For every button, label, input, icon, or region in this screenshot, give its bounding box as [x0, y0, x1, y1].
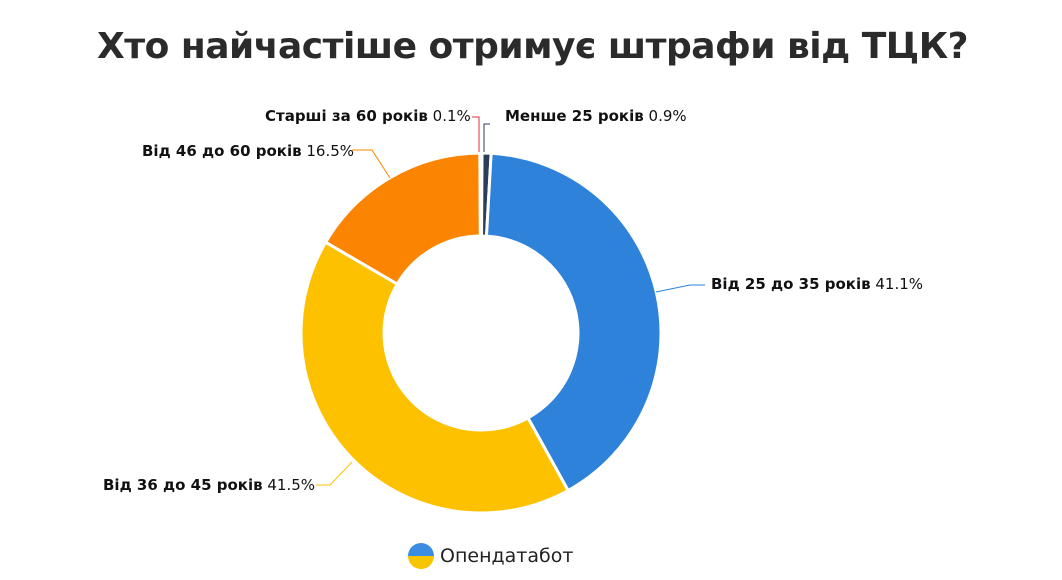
donut-slice-2: [299, 240, 570, 515]
label-36-45: Від 36 до 45 років 41.5%: [103, 476, 316, 494]
brand-name: Опендатабот: [440, 545, 574, 567]
label-25-35: Від 25 до 35 років 41.1%: [711, 275, 924, 293]
donut-slice-4: [478, 151, 484, 238]
brand-logo: Опендатабот: [408, 543, 573, 569]
logo-icon: [408, 543, 434, 569]
leader-line-under25: [483, 123, 490, 152]
leader-line-46-60: [352, 149, 391, 179]
donut-slice-1: [484, 151, 663, 493]
leader-line-over60: [472, 116, 480, 152]
label-over60: Старші за 60 років 0.1%: [265, 107, 471, 125]
label-46-60: Від 46 до 60 років 16.5%: [142, 142, 355, 160]
chart-title: Хто найчастіше отримує штрафи від ТЦК?: [97, 26, 969, 67]
leader-line-25-35: [655, 284, 705, 293]
label-under25: Менше 25 років 0.9%: [505, 107, 687, 125]
leader-line-36-45: [316, 461, 353, 486]
